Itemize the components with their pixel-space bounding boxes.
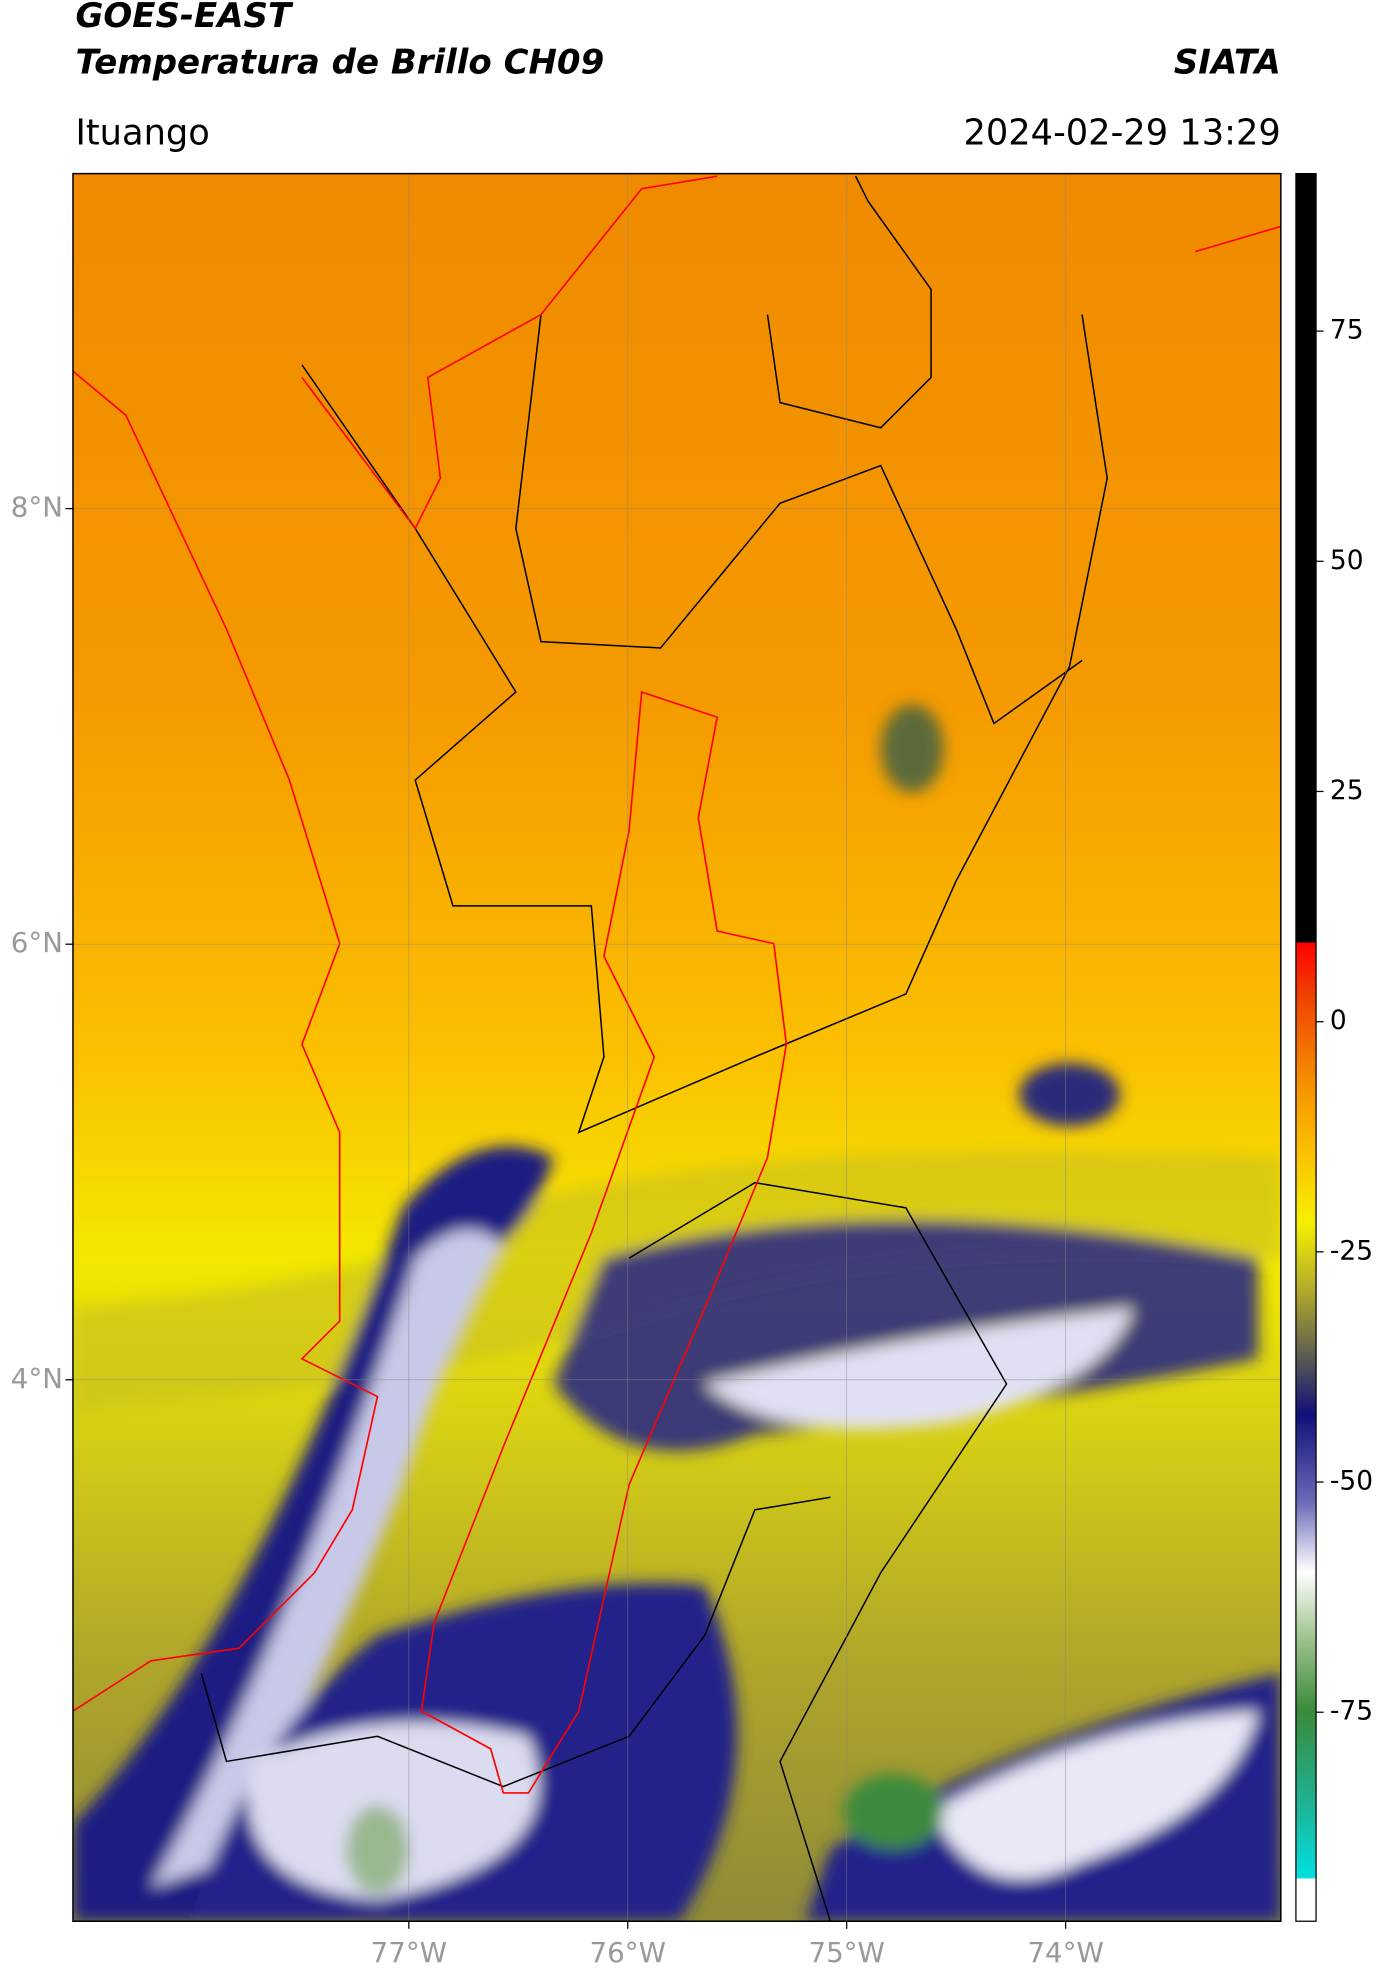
colorbar-tick-label: 75	[1330, 315, 1364, 346]
colorbar-tick-label: -25	[1330, 1235, 1373, 1266]
title: GOES-EAST	[75, 0, 293, 36]
colorbar-tick-label: 0	[1330, 1005, 1347, 1036]
map-frame	[72, 172, 1282, 1922]
y-tick-label: 6°N	[11, 926, 63, 959]
colorbar-tick-label: 25	[1330, 775, 1364, 806]
colorbar	[1295, 172, 1317, 1922]
colorbar-tick-label: -50	[1330, 1466, 1373, 1497]
x-tick-label: 74°W	[1027, 1936, 1103, 1969]
x-tick-label: 76°W	[590, 1936, 666, 1969]
colorbar-tick-label: 50	[1330, 545, 1364, 576]
location: Ituango	[75, 113, 209, 154]
date: 2024-02-29 13:29	[963, 113, 1280, 154]
source: SIATA	[1174, 43, 1281, 83]
y-tick-label: 8°N	[11, 491, 63, 524]
colorbar-tick-label: -75	[1330, 1696, 1373, 1727]
grid	[72, 173, 1281, 1922]
x-tick-label: 75°W	[808, 1936, 884, 1969]
map-image	[72, 173, 1281, 1922]
x-tick-label: 77°W	[371, 1936, 447, 1969]
y-tick-label: 4°N	[11, 1362, 63, 1395]
subtitle: Temperatura de Brillo CH09	[75, 43, 604, 83]
